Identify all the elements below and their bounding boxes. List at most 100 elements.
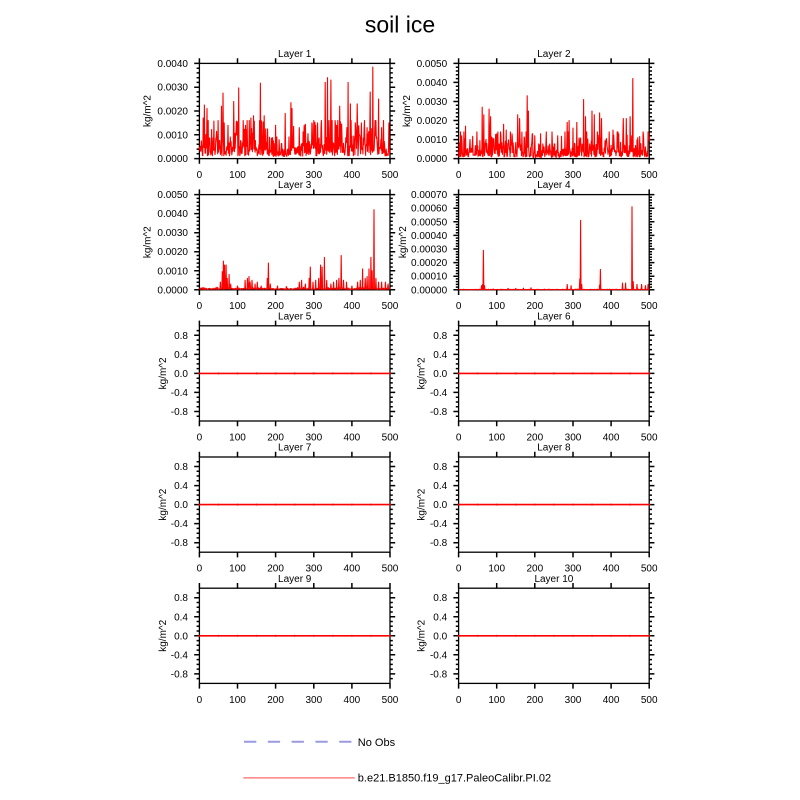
svg-text:0.8: 0.8 bbox=[174, 462, 188, 473]
svg-text:200: 200 bbox=[267, 564, 284, 575]
svg-text:100: 100 bbox=[229, 564, 246, 575]
svg-text:-0.8: -0.8 bbox=[171, 407, 189, 418]
svg-text:0.8: 0.8 bbox=[433, 462, 447, 473]
svg-text:300: 300 bbox=[305, 695, 322, 706]
svg-text:Layer 9: Layer 9 bbox=[278, 574, 312, 585]
svg-text:500: 500 bbox=[382, 170, 399, 181]
svg-text:0.0020: 0.0020 bbox=[417, 116, 448, 127]
svg-text:-0.8: -0.8 bbox=[430, 669, 448, 680]
svg-text:500: 500 bbox=[641, 301, 658, 312]
svg-text:0.00000: 0.00000 bbox=[411, 285, 448, 296]
svg-text:100: 100 bbox=[488, 695, 505, 706]
svg-text:0.00060: 0.00060 bbox=[411, 204, 448, 215]
svg-text:0.00040: 0.00040 bbox=[411, 231, 448, 242]
svg-text:0: 0 bbox=[197, 564, 203, 575]
svg-text:200: 200 bbox=[526, 301, 543, 312]
svg-text:kg/m^2: kg/m^2 bbox=[158, 619, 169, 651]
svg-text:400: 400 bbox=[603, 432, 620, 443]
svg-text:300: 300 bbox=[305, 432, 322, 443]
svg-text:kg/m^2: kg/m^2 bbox=[158, 357, 169, 389]
svg-text:0.0040: 0.0040 bbox=[157, 209, 188, 220]
svg-text:500: 500 bbox=[641, 432, 658, 443]
svg-text:-0.8: -0.8 bbox=[430, 538, 448, 549]
svg-text:100: 100 bbox=[488, 170, 505, 181]
svg-text:200: 200 bbox=[526, 695, 543, 706]
svg-text:soil ice: soil ice bbox=[365, 12, 435, 38]
svg-text:0: 0 bbox=[456, 301, 462, 312]
svg-text:-0.8: -0.8 bbox=[171, 669, 189, 680]
svg-text:0: 0 bbox=[197, 170, 203, 181]
svg-text:0: 0 bbox=[456, 170, 462, 181]
svg-text:100: 100 bbox=[488, 564, 505, 575]
svg-text:500: 500 bbox=[641, 564, 658, 575]
svg-text:Layer 2: Layer 2 bbox=[537, 49, 571, 60]
svg-text:200: 200 bbox=[267, 432, 284, 443]
svg-text:0.00070: 0.00070 bbox=[411, 190, 448, 201]
svg-text:0.00010: 0.00010 bbox=[411, 272, 448, 283]
svg-text:0.4: 0.4 bbox=[174, 612, 188, 623]
svg-text:500: 500 bbox=[382, 432, 399, 443]
svg-text:0.0030: 0.0030 bbox=[157, 228, 188, 239]
svg-text:100: 100 bbox=[488, 432, 505, 443]
svg-text:0.0030: 0.0030 bbox=[157, 83, 188, 94]
svg-text:400: 400 bbox=[344, 564, 361, 575]
svg-text:Layer 1: Layer 1 bbox=[278, 49, 312, 60]
svg-text:No Obs: No Obs bbox=[358, 737, 396, 749]
svg-text:Layer 7: Layer 7 bbox=[278, 443, 312, 454]
svg-text:-0.4: -0.4 bbox=[430, 519, 448, 530]
svg-text:0.0: 0.0 bbox=[433, 369, 447, 380]
svg-text:Layer 10: Layer 10 bbox=[534, 574, 573, 585]
svg-text:0.0010: 0.0010 bbox=[157, 266, 188, 277]
svg-text:300: 300 bbox=[565, 170, 582, 181]
svg-text:200: 200 bbox=[526, 564, 543, 575]
svg-text:0.00030: 0.00030 bbox=[411, 245, 448, 256]
svg-text:0.0: 0.0 bbox=[174, 369, 188, 380]
svg-text:0.4: 0.4 bbox=[174, 481, 188, 492]
svg-text:0.0040: 0.0040 bbox=[417, 78, 448, 89]
svg-text:0.00050: 0.00050 bbox=[411, 217, 448, 228]
svg-text:0.0000: 0.0000 bbox=[157, 154, 188, 165]
svg-text:0.8: 0.8 bbox=[433, 593, 447, 604]
svg-text:kg/m^2: kg/m^2 bbox=[398, 226, 409, 258]
svg-text:Layer 4: Layer 4 bbox=[537, 180, 571, 191]
svg-text:200: 200 bbox=[526, 170, 543, 181]
svg-text:500: 500 bbox=[382, 564, 399, 575]
svg-text:-0.8: -0.8 bbox=[430, 407, 448, 418]
svg-text:kg/m^2: kg/m^2 bbox=[142, 95, 153, 127]
svg-text:0.00020: 0.00020 bbox=[411, 258, 448, 269]
svg-text:Layer 5: Layer 5 bbox=[278, 311, 312, 322]
svg-text:100: 100 bbox=[229, 301, 246, 312]
svg-text:300: 300 bbox=[305, 301, 322, 312]
svg-text:Layer 8: Layer 8 bbox=[537, 443, 571, 454]
svg-text:400: 400 bbox=[344, 301, 361, 312]
svg-text:0.8: 0.8 bbox=[174, 593, 188, 604]
svg-text:0.4: 0.4 bbox=[174, 350, 188, 361]
svg-text:kg/m^2: kg/m^2 bbox=[142, 226, 153, 258]
svg-text:200: 200 bbox=[267, 695, 284, 706]
svg-text:400: 400 bbox=[603, 301, 620, 312]
svg-text:0.0040: 0.0040 bbox=[157, 59, 188, 70]
svg-text:0: 0 bbox=[456, 564, 462, 575]
svg-text:kg/m^2: kg/m^2 bbox=[158, 488, 169, 520]
svg-text:-0.4: -0.4 bbox=[430, 650, 448, 661]
svg-text:300: 300 bbox=[565, 564, 582, 575]
svg-text:200: 200 bbox=[267, 301, 284, 312]
svg-text:0.0020: 0.0020 bbox=[157, 107, 188, 118]
svg-text:-0.4: -0.4 bbox=[171, 650, 189, 661]
svg-text:300: 300 bbox=[565, 432, 582, 443]
svg-text:kg/m^2: kg/m^2 bbox=[417, 357, 428, 389]
svg-text:400: 400 bbox=[344, 432, 361, 443]
svg-text:0: 0 bbox=[197, 432, 203, 443]
svg-text:kg/m^2: kg/m^2 bbox=[402, 95, 413, 127]
svg-text:0.0000: 0.0000 bbox=[417, 154, 448, 165]
svg-text:100: 100 bbox=[229, 170, 246, 181]
svg-text:500: 500 bbox=[641, 170, 658, 181]
svg-text:300: 300 bbox=[305, 170, 322, 181]
svg-text:Layer 6: Layer 6 bbox=[537, 311, 571, 322]
svg-text:0.0: 0.0 bbox=[433, 631, 447, 642]
svg-text:100: 100 bbox=[229, 432, 246, 443]
svg-text:100: 100 bbox=[229, 695, 246, 706]
svg-text:0.8: 0.8 bbox=[433, 331, 447, 342]
svg-text:0.8: 0.8 bbox=[174, 331, 188, 342]
svg-text:b.e21.B1850.f19_g17.PaleoCalib: b.e21.B1850.f19_g17.PaleoCalibr.PI.02 bbox=[358, 773, 551, 785]
